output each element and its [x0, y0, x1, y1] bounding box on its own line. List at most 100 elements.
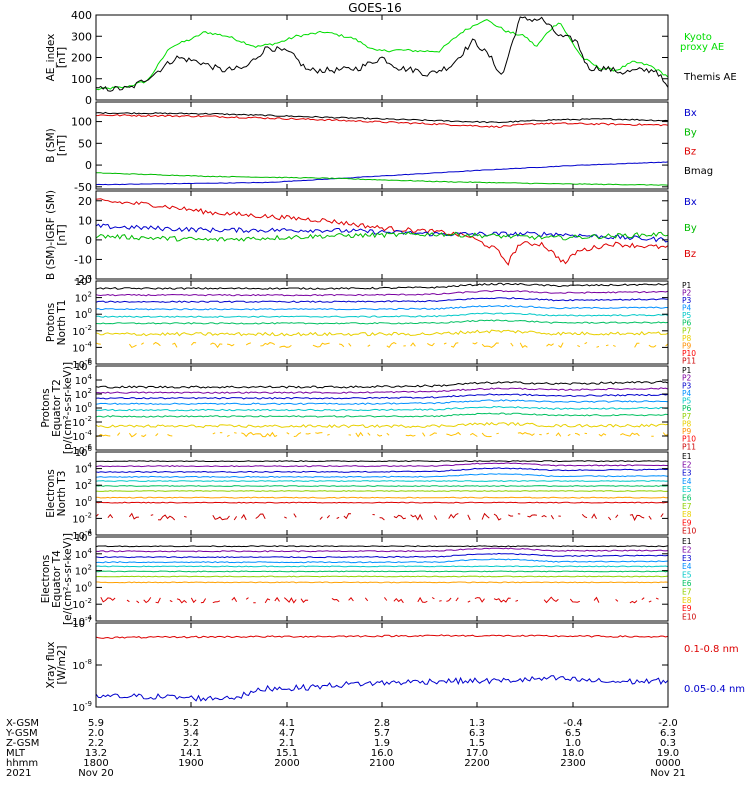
series-pn-p8-seg30 [605, 344, 609, 347]
y-tick-label: 102 [75, 478, 92, 492]
legend-p1: P1 [682, 281, 692, 290]
ephemeris-value: 17.0 [466, 748, 488, 759]
y-axis-label: B (SM) [45, 128, 57, 162]
legend-p7: P7 [682, 412, 692, 421]
ephemeris-label: Z-GSM [6, 738, 39, 749]
ephemeris-value: 19.0 [657, 748, 679, 759]
y-tick-label: 106 [75, 445, 93, 459]
series-pn-p8-seg0 [96, 342, 101, 345]
series-pn-p8-seg1 [128, 343, 137, 349]
series-xray-0-1-0-8-nm [96, 634, 668, 639]
series-pn-p8-seg9 [260, 342, 276, 347]
series-en-e3 [96, 467, 668, 473]
legend-p6: P6 [682, 319, 692, 328]
series-pn-p8-seg18 [427, 342, 435, 347]
ephemeris-value: 6.3 [469, 728, 485, 739]
series-en-e10-seg11 [293, 513, 297, 518]
legend-proxy-ae: proxy AE [680, 42, 724, 53]
y-tick-label: 10-4 [72, 528, 92, 542]
legend-e4: E4 [682, 562, 692, 571]
series-en-e10-seg25 [508, 514, 514, 517]
legend-p10: P10 [682, 435, 696, 444]
ephemeris-value: 1.3 [469, 718, 485, 729]
series-ee-e9-seg15 [283, 597, 297, 604]
series-pe-p1 [96, 380, 668, 389]
series-pn-p8-seg21 [472, 341, 478, 345]
series-ee-e9-seg37 [648, 600, 652, 603]
series-pe-p8-seg22 [422, 432, 426, 437]
series-ee-e9-seg36 [641, 597, 645, 600]
ephemeris-value: 1900 [178, 758, 203, 769]
panel-xray: 10-9 10-8 10-7 Xray flux [W/m2] 0.1-0.8 nm 0.0… [45, 616, 745, 714]
series-pn-p8-seg10 [279, 344, 292, 348]
legend-xray-long: 0.1-0.8 nm [684, 644, 739, 655]
panel-pn: 10-6 10-4 10-2 100 102 104 Protons North T1 P1P2… [45, 274, 696, 371]
y-tick-label: 102 [75, 291, 92, 305]
series-pn-p8-seg32 [634, 342, 640, 348]
series-ee-e9-seg21 [393, 597, 404, 604]
panel-frame [95, 451, 669, 536]
series-ee-e9-seg22 [417, 596, 428, 603]
series-pe-p8-seg11 [286, 432, 290, 435]
ephemeris-value: 2.0 [88, 728, 104, 739]
series-ee-e9-seg25 [446, 597, 452, 602]
y-tick-label: 10-4 [72, 429, 92, 443]
y-axis-label: Electrons [45, 469, 57, 518]
series-en-e10-seg15 [343, 513, 352, 520]
series-pn-p7 [96, 329, 668, 337]
series-pn-p8-seg28 [584, 341, 588, 345]
legend-bx: Bx [684, 108, 697, 119]
legend-by: By [684, 127, 697, 138]
end-date: Nov 21 [650, 768, 685, 779]
legend-p3: P3 [682, 381, 692, 390]
series-pe-p8-seg2 [128, 432, 137, 438]
series-en-e10-seg27 [527, 514, 537, 518]
series-pe-p3 [96, 393, 668, 400]
series-ee-e9-seg1 [126, 599, 130, 603]
y-tick-label: 20 [78, 195, 92, 208]
series-pe-p8-seg32 [567, 433, 571, 437]
legend-e6: E6 [682, 579, 692, 588]
y-tick-label: -20 [74, 273, 92, 286]
series-en-e10-seg6 [212, 514, 230, 521]
series-pe-p8-seg5 [167, 434, 173, 437]
y-axis-label: Equator T2 [51, 379, 63, 437]
series-pn-p8-seg19 [443, 342, 447, 345]
ephemeris-label: X-GSM [6, 718, 39, 729]
series-pe-p8-seg13 [305, 432, 311, 435]
series-pn-p8-seg3 [152, 341, 161, 347]
series-pe-p5 [96, 405, 668, 412]
series-en-e10-seg7 [233, 516, 238, 521]
y-tick-label: 10-2 [72, 511, 92, 525]
legend-p9: P9 [682, 427, 692, 436]
series-pn-p8-seg7 [227, 343, 235, 347]
series-pn-p2 [96, 290, 668, 297]
series-ee-e9-seg19 [364, 597, 369, 602]
ephemeris-label: hhmm [6, 758, 38, 769]
panel-bigrf: -20 -10 0 10 20 B (SM)-IGRF (SM) [nT] Bx By Bz [45, 190, 697, 286]
series-pn-p8-seg25 [546, 343, 554, 347]
legend-bx: Bx [684, 197, 697, 208]
series-ee-e6 [96, 570, 668, 573]
y-tick-label: 106 [75, 359, 93, 373]
y-tick-label: 50 [78, 137, 92, 150]
series-pn-p8-seg27 [577, 344, 581, 348]
series-en-e6 [96, 485, 668, 487]
series-bigrf-by [96, 231, 668, 242]
series-pe-p8-seg6 [212, 432, 216, 435]
y-axis-label: Protons [45, 303, 57, 342]
series-ee-e9-seg38 [655, 597, 659, 600]
ephemeris-value: 14.1 [180, 748, 202, 759]
legend-p3: P3 [682, 296, 692, 305]
y-tick-label: 0 [85, 159, 92, 172]
series-ee-e9-seg27 [467, 600, 471, 603]
ephemeris-value: 4.1 [279, 718, 295, 729]
series-en-e10-seg36 [648, 515, 652, 520]
series-en-e7 [96, 490, 668, 492]
series-ee-e9-seg31 [543, 596, 559, 604]
series-ee-e9-seg20 [384, 597, 388, 601]
y-axis-label: [nT] [56, 224, 68, 245]
ephemeris-value: 3.4 [183, 728, 199, 739]
y-tick-label: 104 [75, 274, 93, 288]
series-en-e10-seg24 [493, 513, 502, 521]
